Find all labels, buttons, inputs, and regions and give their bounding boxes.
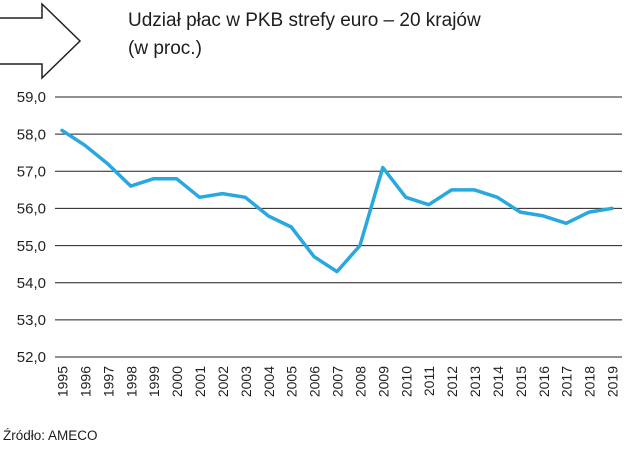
y-tick-label: 59,0 xyxy=(17,89,46,106)
x-tick-label: 1999 xyxy=(146,366,162,397)
y-tick-label: 58,0 xyxy=(17,126,46,143)
source-note: Źródło: AMECO xyxy=(3,428,98,443)
y-tick-label: 57,0 xyxy=(17,164,46,181)
y-tick-label: 56,0 xyxy=(17,201,46,218)
x-tick-label: 2008 xyxy=(352,366,368,397)
x-tick-label: 1998 xyxy=(123,366,139,397)
arrow-right-icon xyxy=(0,2,82,80)
x-tick-label: 2019 xyxy=(605,366,621,397)
x-tick-label: 1997 xyxy=(100,366,116,397)
x-tick-label: 2014 xyxy=(490,366,506,397)
x-tick-label: 2010 xyxy=(398,366,414,397)
x-tick-label: 2003 xyxy=(238,366,254,397)
x-tick-label: 2006 xyxy=(307,366,323,397)
x-tick-label: 1995 xyxy=(55,366,71,397)
y-tick-label: 53,0 xyxy=(17,312,46,329)
x-tick-label: 2011 xyxy=(421,366,437,396)
chart-title: Udział płac w PKB strefy euro – 20 krajó… xyxy=(128,10,481,31)
x-tick-label: 2013 xyxy=(467,366,483,397)
x-tick-label: 2005 xyxy=(284,366,300,397)
x-tick-label: 2009 xyxy=(375,366,391,397)
x-tick-label: 2002 xyxy=(215,366,231,397)
x-tick-label: 2017 xyxy=(559,366,575,397)
x-tick-label: 2016 xyxy=(536,366,552,397)
x-tick-label: 2012 xyxy=(444,366,460,397)
x-tick-label: 2007 xyxy=(330,366,346,397)
x-tick-label: 1996 xyxy=(77,366,93,397)
chart-subtitle: (w proc.) xyxy=(128,38,202,59)
y-tick-label: 52,0 xyxy=(17,349,46,366)
x-tick-label: 2001 xyxy=(192,366,208,397)
x-tick-label: 2018 xyxy=(582,366,598,397)
x-tick-label: 2004 xyxy=(261,366,277,397)
x-tick-label: 2015 xyxy=(513,366,529,397)
y-tick-label: 55,0 xyxy=(17,238,46,255)
chart-title-block: Udział płac w PKB strefy euro – 20 krajó… xyxy=(128,7,608,63)
wage-share-line xyxy=(60,128,614,274)
x-tick-label: 2000 xyxy=(169,366,185,397)
y-tick-label: 54,0 xyxy=(17,275,46,292)
line-chart-svg: 52,0 53,0 54,0 55,0 56,0 57,0 58,0 59,0 1995 1996… xyxy=(17,89,622,397)
